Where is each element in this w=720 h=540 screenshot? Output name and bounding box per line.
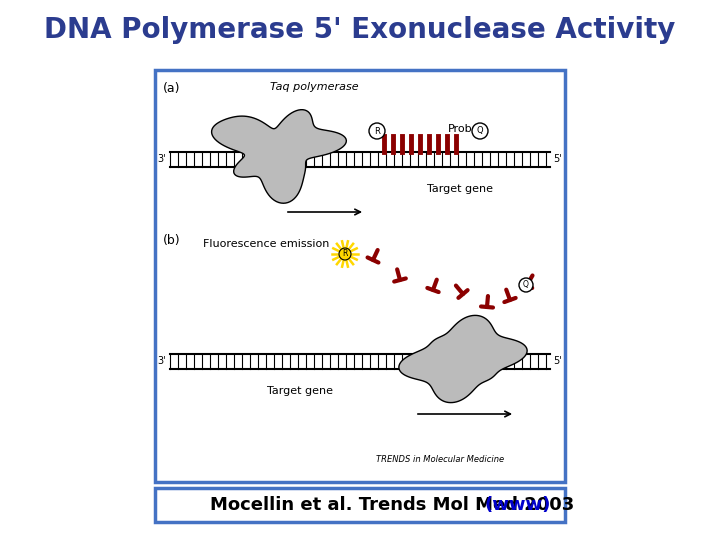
Polygon shape — [399, 315, 527, 403]
Text: Probe: Probe — [448, 124, 480, 134]
Text: Taq polymerase: Taq polymerase — [270, 82, 359, 92]
FancyBboxPatch shape — [155, 70, 565, 482]
Text: 5': 5' — [553, 154, 562, 165]
Text: R: R — [342, 249, 348, 259]
Text: 5': 5' — [553, 356, 562, 367]
Text: Q: Q — [477, 126, 483, 136]
Circle shape — [472, 123, 488, 139]
Circle shape — [519, 278, 533, 292]
Circle shape — [369, 123, 385, 139]
Text: Target gene: Target gene — [267, 386, 333, 396]
Polygon shape — [212, 110, 346, 203]
Text: (a): (a) — [163, 82, 181, 95]
Text: 3': 3' — [158, 154, 166, 165]
Text: 3': 3' — [158, 356, 166, 367]
Text: Mocellin et al. Trends Mol Med 2003: Mocellin et al. Trends Mol Med 2003 — [210, 496, 580, 514]
Text: (b): (b) — [163, 234, 181, 247]
Text: Q: Q — [523, 280, 529, 289]
Text: Fluorescence emission: Fluorescence emission — [203, 239, 329, 249]
Text: Target gene: Target gene — [427, 184, 493, 194]
Text: (www): (www) — [485, 496, 552, 514]
FancyBboxPatch shape — [155, 488, 565, 522]
Text: DNA Polymerase 5' Exonuclease Activity: DNA Polymerase 5' Exonuclease Activity — [45, 16, 675, 44]
Circle shape — [339, 248, 351, 260]
Text: TRENDS in Molecular Medicine: TRENDS in Molecular Medicine — [376, 456, 504, 464]
Text: R: R — [374, 126, 380, 136]
